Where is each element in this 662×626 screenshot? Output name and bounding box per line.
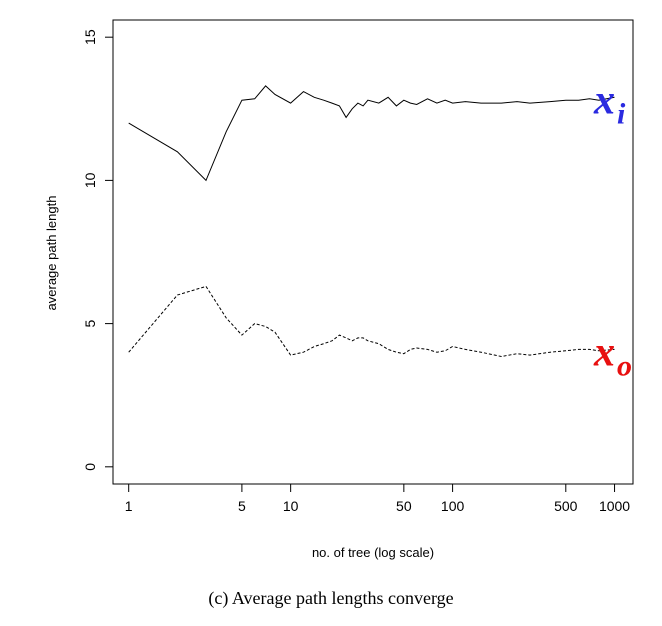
series-label-sub: i — [617, 97, 626, 130]
x-tick-label: 100 — [441, 498, 465, 514]
x-axis: 1 5 10 50 100 500 1000 — [125, 484, 630, 514]
series-label-x-i: xi — [593, 77, 626, 130]
x-tick-label: 50 — [396, 498, 412, 514]
figure-caption: (c) Average path lengths converge — [208, 588, 454, 608]
y-tick-label: 0 — [82, 463, 98, 471]
series-group — [128, 85, 615, 358]
series-label-x-o: xo — [593, 329, 632, 382]
x-tick-label: 5 — [238, 498, 246, 514]
y-axis: 0 5 10 15 — [82, 29, 113, 471]
x-tick-label: 500 — [554, 498, 578, 514]
y-axis-label: average path length — [44, 196, 59, 311]
x-axis-label: no. of tree (log scale) — [312, 545, 434, 560]
y-tick-label: 10 — [82, 172, 98, 188]
series-label-sub: o — [617, 349, 632, 382]
plot-frame — [112, 19, 634, 485]
series-label-main: x — [593, 329, 615, 375]
x-tick-label: 10 — [283, 498, 299, 514]
y-tick-label: 15 — [82, 29, 98, 45]
y-tick-label: 5 — [82, 320, 98, 328]
x-tick-label: 1 — [125, 498, 133, 514]
series-line-x-o — [128, 285, 615, 358]
series-line-x-i — [128, 85, 615, 182]
series-label-main: x — [593, 77, 615, 123]
x-tick-label: 1000 — [599, 498, 630, 514]
